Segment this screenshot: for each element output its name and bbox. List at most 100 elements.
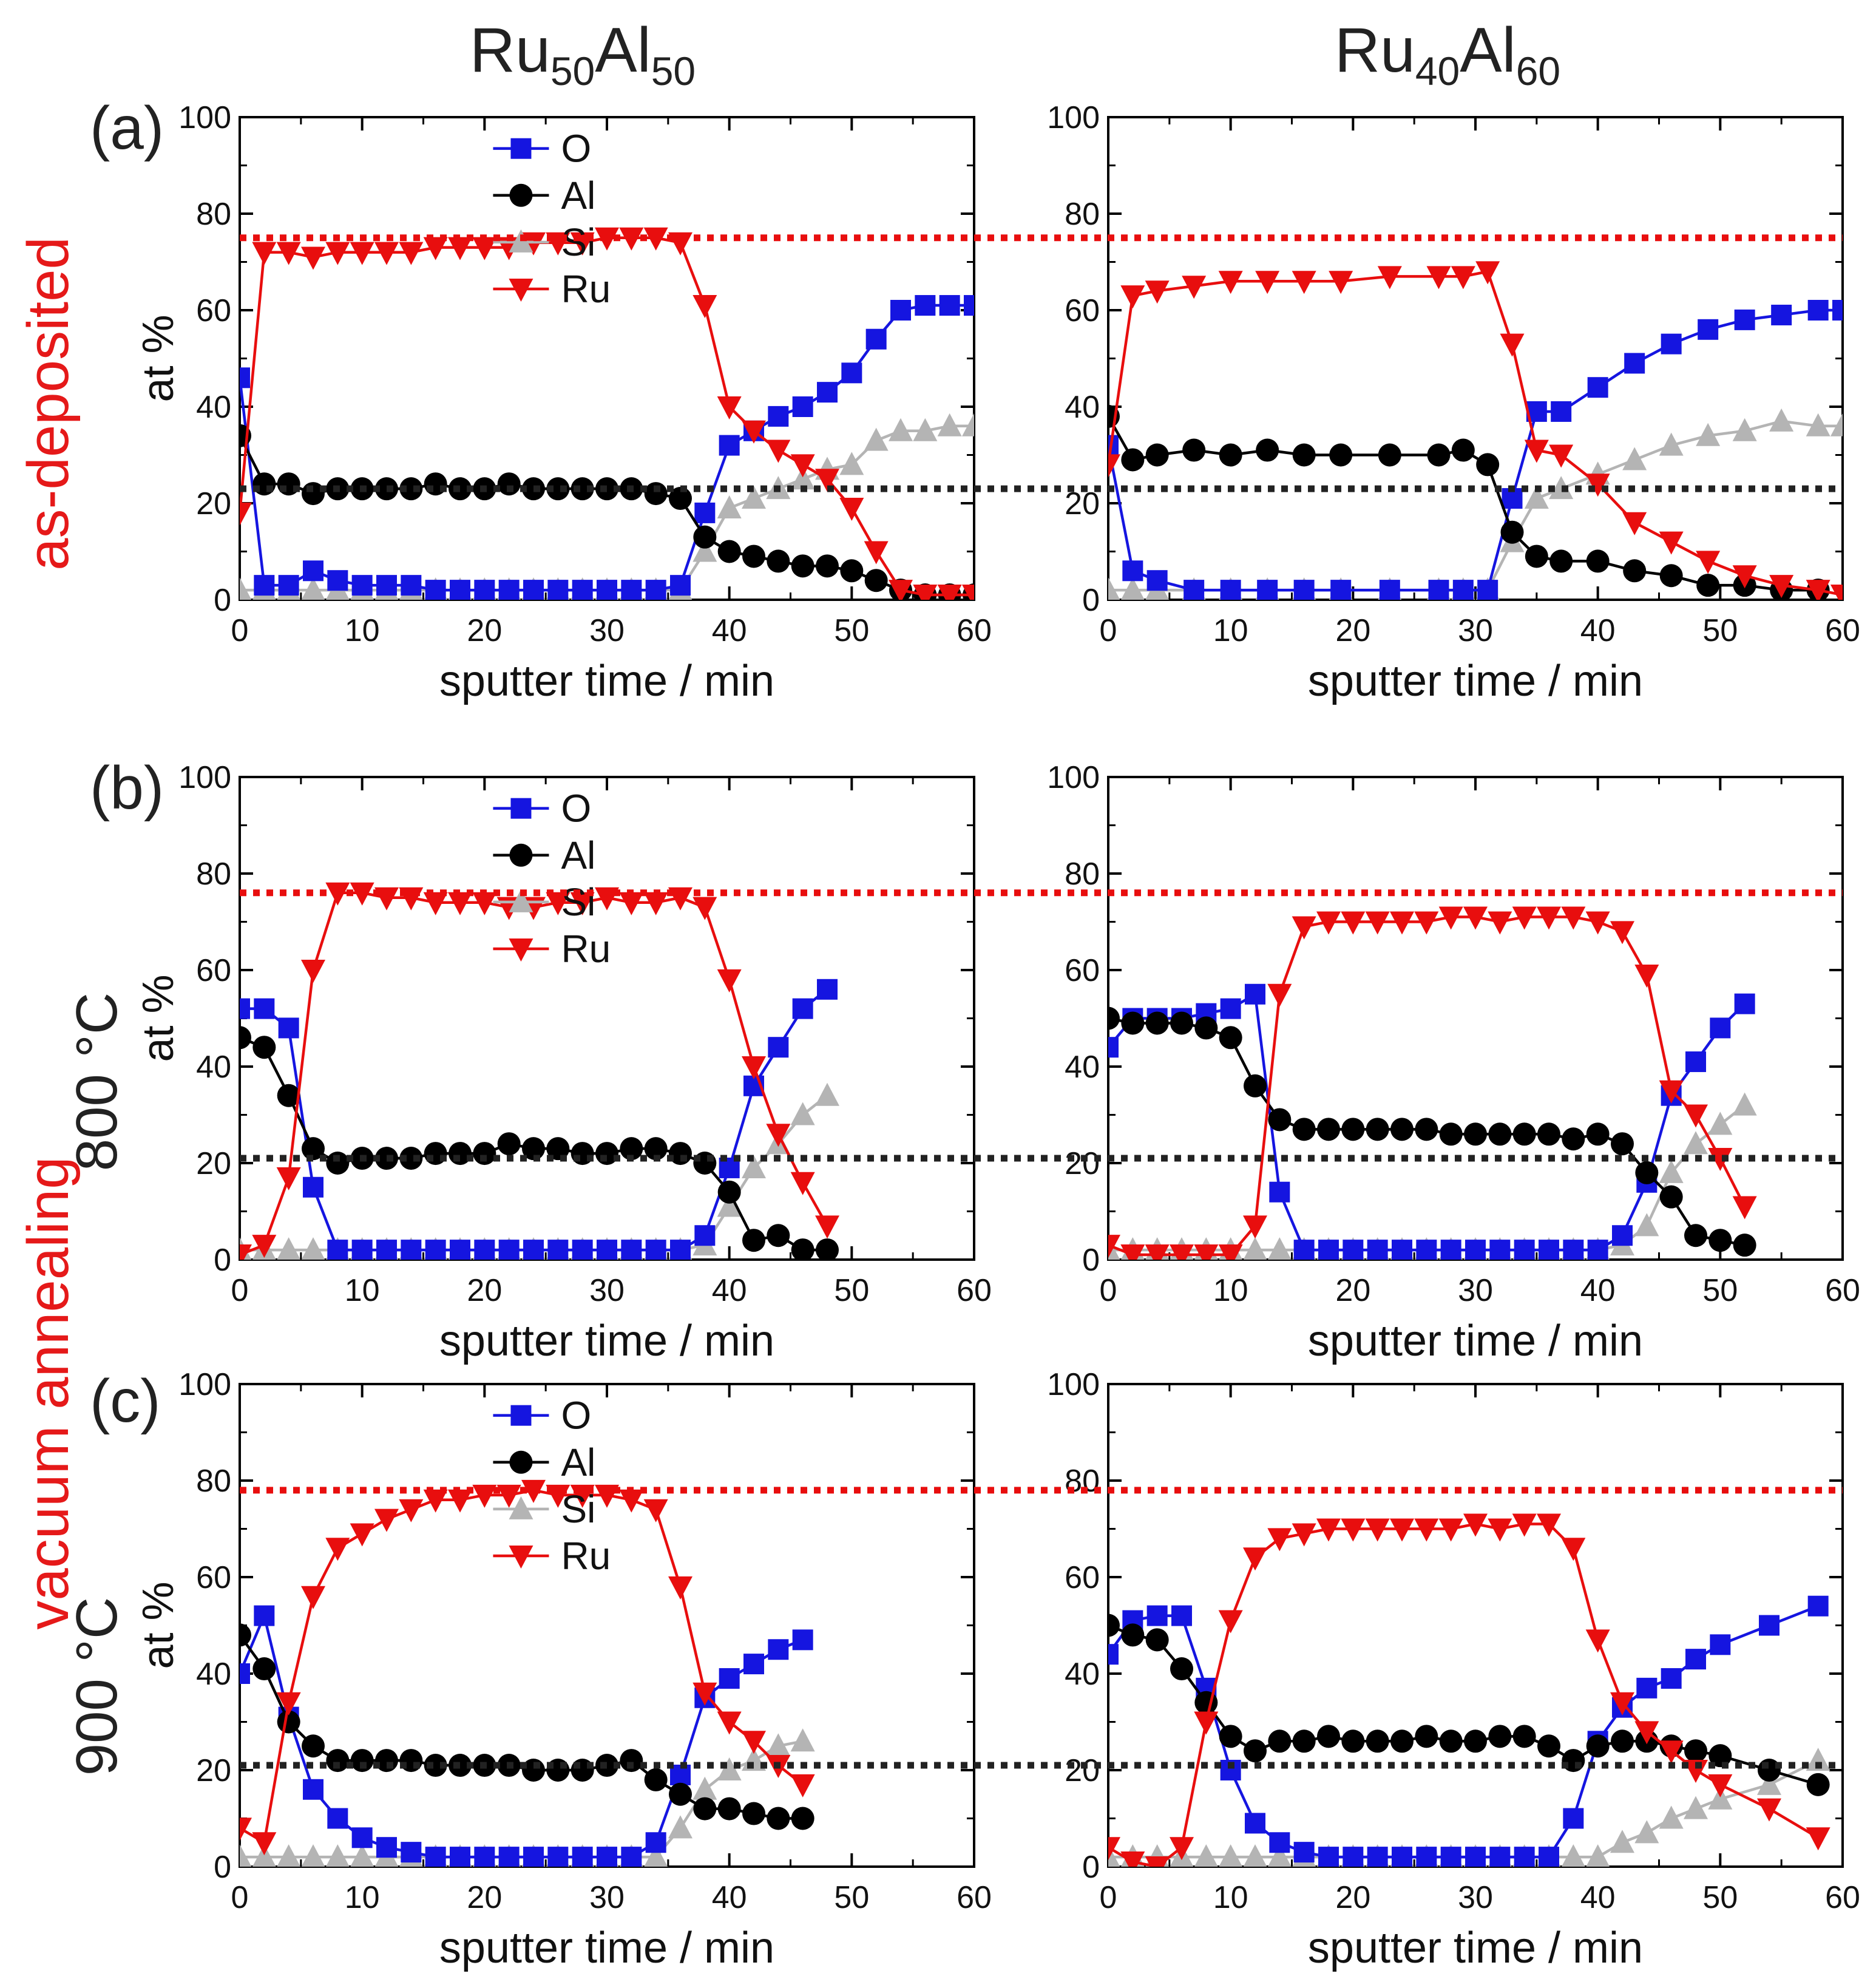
- data-point-O: [547, 1240, 569, 1260]
- data-point-Si: [325, 1844, 350, 1867]
- data-point-Si: [790, 466, 815, 490]
- data-point-Al: [1145, 1011, 1169, 1035]
- x-tick-label: 30: [589, 613, 625, 648]
- data-point-O: [964, 295, 974, 316]
- y-tick-label: 0: [1082, 1243, 1100, 1278]
- series-layer: [240, 1479, 815, 1867]
- data-point-O: [1318, 1847, 1339, 1867]
- data-point-Ru: [546, 892, 571, 915]
- data-point-O: [1220, 998, 1241, 1019]
- y-tick-label: 80: [196, 197, 231, 232]
- data-point-Ru: [1255, 271, 1280, 294]
- data-point-O: [303, 560, 323, 582]
- data-point-Ru: [1341, 1518, 1366, 1542]
- data-point-O: [1477, 580, 1498, 600]
- data-point-Al: [1292, 443, 1316, 467]
- legend-marker-Si: [509, 889, 533, 912]
- data-point-O: [865, 328, 887, 350]
- data-point-Al: [1464, 1122, 1487, 1146]
- data-point-O: [278, 1017, 299, 1039]
- legend-marker-Ru: [509, 938, 533, 962]
- data-point-O: [1220, 580, 1241, 600]
- data-point-O: [1293, 1842, 1315, 1863]
- data-point-Ru: [1341, 911, 1366, 935]
- y-tick-label: 60: [1065, 1560, 1100, 1595]
- data-point-Si: [277, 1844, 301, 1867]
- data-point-Al: [473, 1142, 496, 1166]
- data-point-Si: [1634, 1213, 1659, 1237]
- data-point-Ru: [423, 237, 448, 260]
- data-point-Si: [1732, 418, 1757, 441]
- data-point-Al: [546, 477, 570, 501]
- column-title-left-sub2: 50: [651, 49, 696, 93]
- data-point-O: [498, 580, 520, 600]
- data-point-Ru: [766, 440, 791, 463]
- data-point-O: [1551, 401, 1572, 422]
- series-layer: [240, 882, 839, 1260]
- data-point-Al: [644, 1768, 668, 1791]
- data-point-Al: [1194, 1016, 1218, 1040]
- data-point-O: [621, 580, 642, 600]
- x-tick-label: 60: [957, 1273, 992, 1308]
- data-point-O: [1269, 1832, 1290, 1853]
- data-point-Ru: [1182, 276, 1207, 299]
- data-point-Ru: [742, 1731, 766, 1754]
- data-point-O: [743, 1654, 764, 1675]
- data-point-Ru: [790, 454, 815, 478]
- data-point-Al: [1659, 1185, 1683, 1209]
- data-point-Ru: [1610, 1692, 1634, 1716]
- legend-label-Ru: Ru: [561, 1534, 611, 1578]
- data-point-O: [1379, 580, 1400, 600]
- data-point-Al: [571, 477, 594, 501]
- column-title-right: Ru40Al60: [1335, 15, 1560, 93]
- y-tick-label: 40: [196, 390, 231, 425]
- data-point-Si: [1708, 1111, 1733, 1135]
- x-axis-label: sputter time / min: [1308, 657, 1643, 705]
- data-point-Si: [1732, 1092, 1757, 1116]
- x-tick-label: 0: [1100, 1273, 1117, 1308]
- data-point-O: [572, 580, 593, 600]
- data-point-Ru: [1549, 444, 1574, 468]
- legend-marker-Si: [509, 1496, 533, 1519]
- data-point-Ru: [1488, 1518, 1512, 1542]
- data-point-Al: [620, 1749, 643, 1773]
- y-tick-label: 100: [178, 1367, 231, 1402]
- data-point-Ru: [1145, 280, 1170, 304]
- data-point-O: [351, 575, 373, 596]
- data-point-O: [1514, 1240, 1535, 1260]
- legend-label-Al: Al: [561, 833, 595, 877]
- data-point-O: [1108, 1037, 1119, 1058]
- x-tick-label: 30: [1458, 1273, 1493, 1308]
- column-title-right-sub2: 60: [1516, 49, 1560, 93]
- data-point-Al: [1696, 574, 1720, 597]
- x-tick-label: 50: [1702, 1880, 1738, 1915]
- data-point-Ru: [301, 1586, 325, 1609]
- data-point-Ru: [1329, 271, 1353, 294]
- x-tick-label: 30: [589, 1880, 625, 1915]
- data-point-Ru: [1524, 440, 1549, 463]
- data-point-Al: [791, 554, 814, 578]
- data-point-Ru: [1292, 916, 1316, 940]
- data-point-O: [474, 580, 495, 600]
- data-point-O: [597, 1240, 617, 1260]
- series-line-Si: [240, 424, 974, 592]
- data-point-Ru: [1806, 580, 1830, 600]
- data-point-Ru: [1488, 911, 1512, 935]
- data-point-Al: [1182, 438, 1206, 462]
- legend-label-Al: Al: [561, 1441, 595, 1484]
- data-point-Ru: [1120, 1244, 1145, 1260]
- series-line-Ru: [240, 1488, 804, 1845]
- data-point-Al: [669, 1782, 692, 1806]
- data-point-Ru: [1659, 1740, 1684, 1764]
- y-tick-label: 100: [1047, 1367, 1100, 1402]
- data-point-Al: [1623, 559, 1647, 583]
- data-point-Al: [326, 1749, 350, 1773]
- x-tick-label: 10: [1213, 613, 1248, 648]
- x-tick-label: 60: [957, 1880, 992, 1915]
- data-point-Si: [717, 1757, 742, 1780]
- x-tick-label: 60: [1825, 613, 1860, 648]
- data-point-O: [915, 295, 936, 316]
- data-point-Ru: [1292, 271, 1316, 294]
- data-point-Al: [791, 1238, 814, 1260]
- x-tick-label: 20: [1335, 1880, 1370, 1915]
